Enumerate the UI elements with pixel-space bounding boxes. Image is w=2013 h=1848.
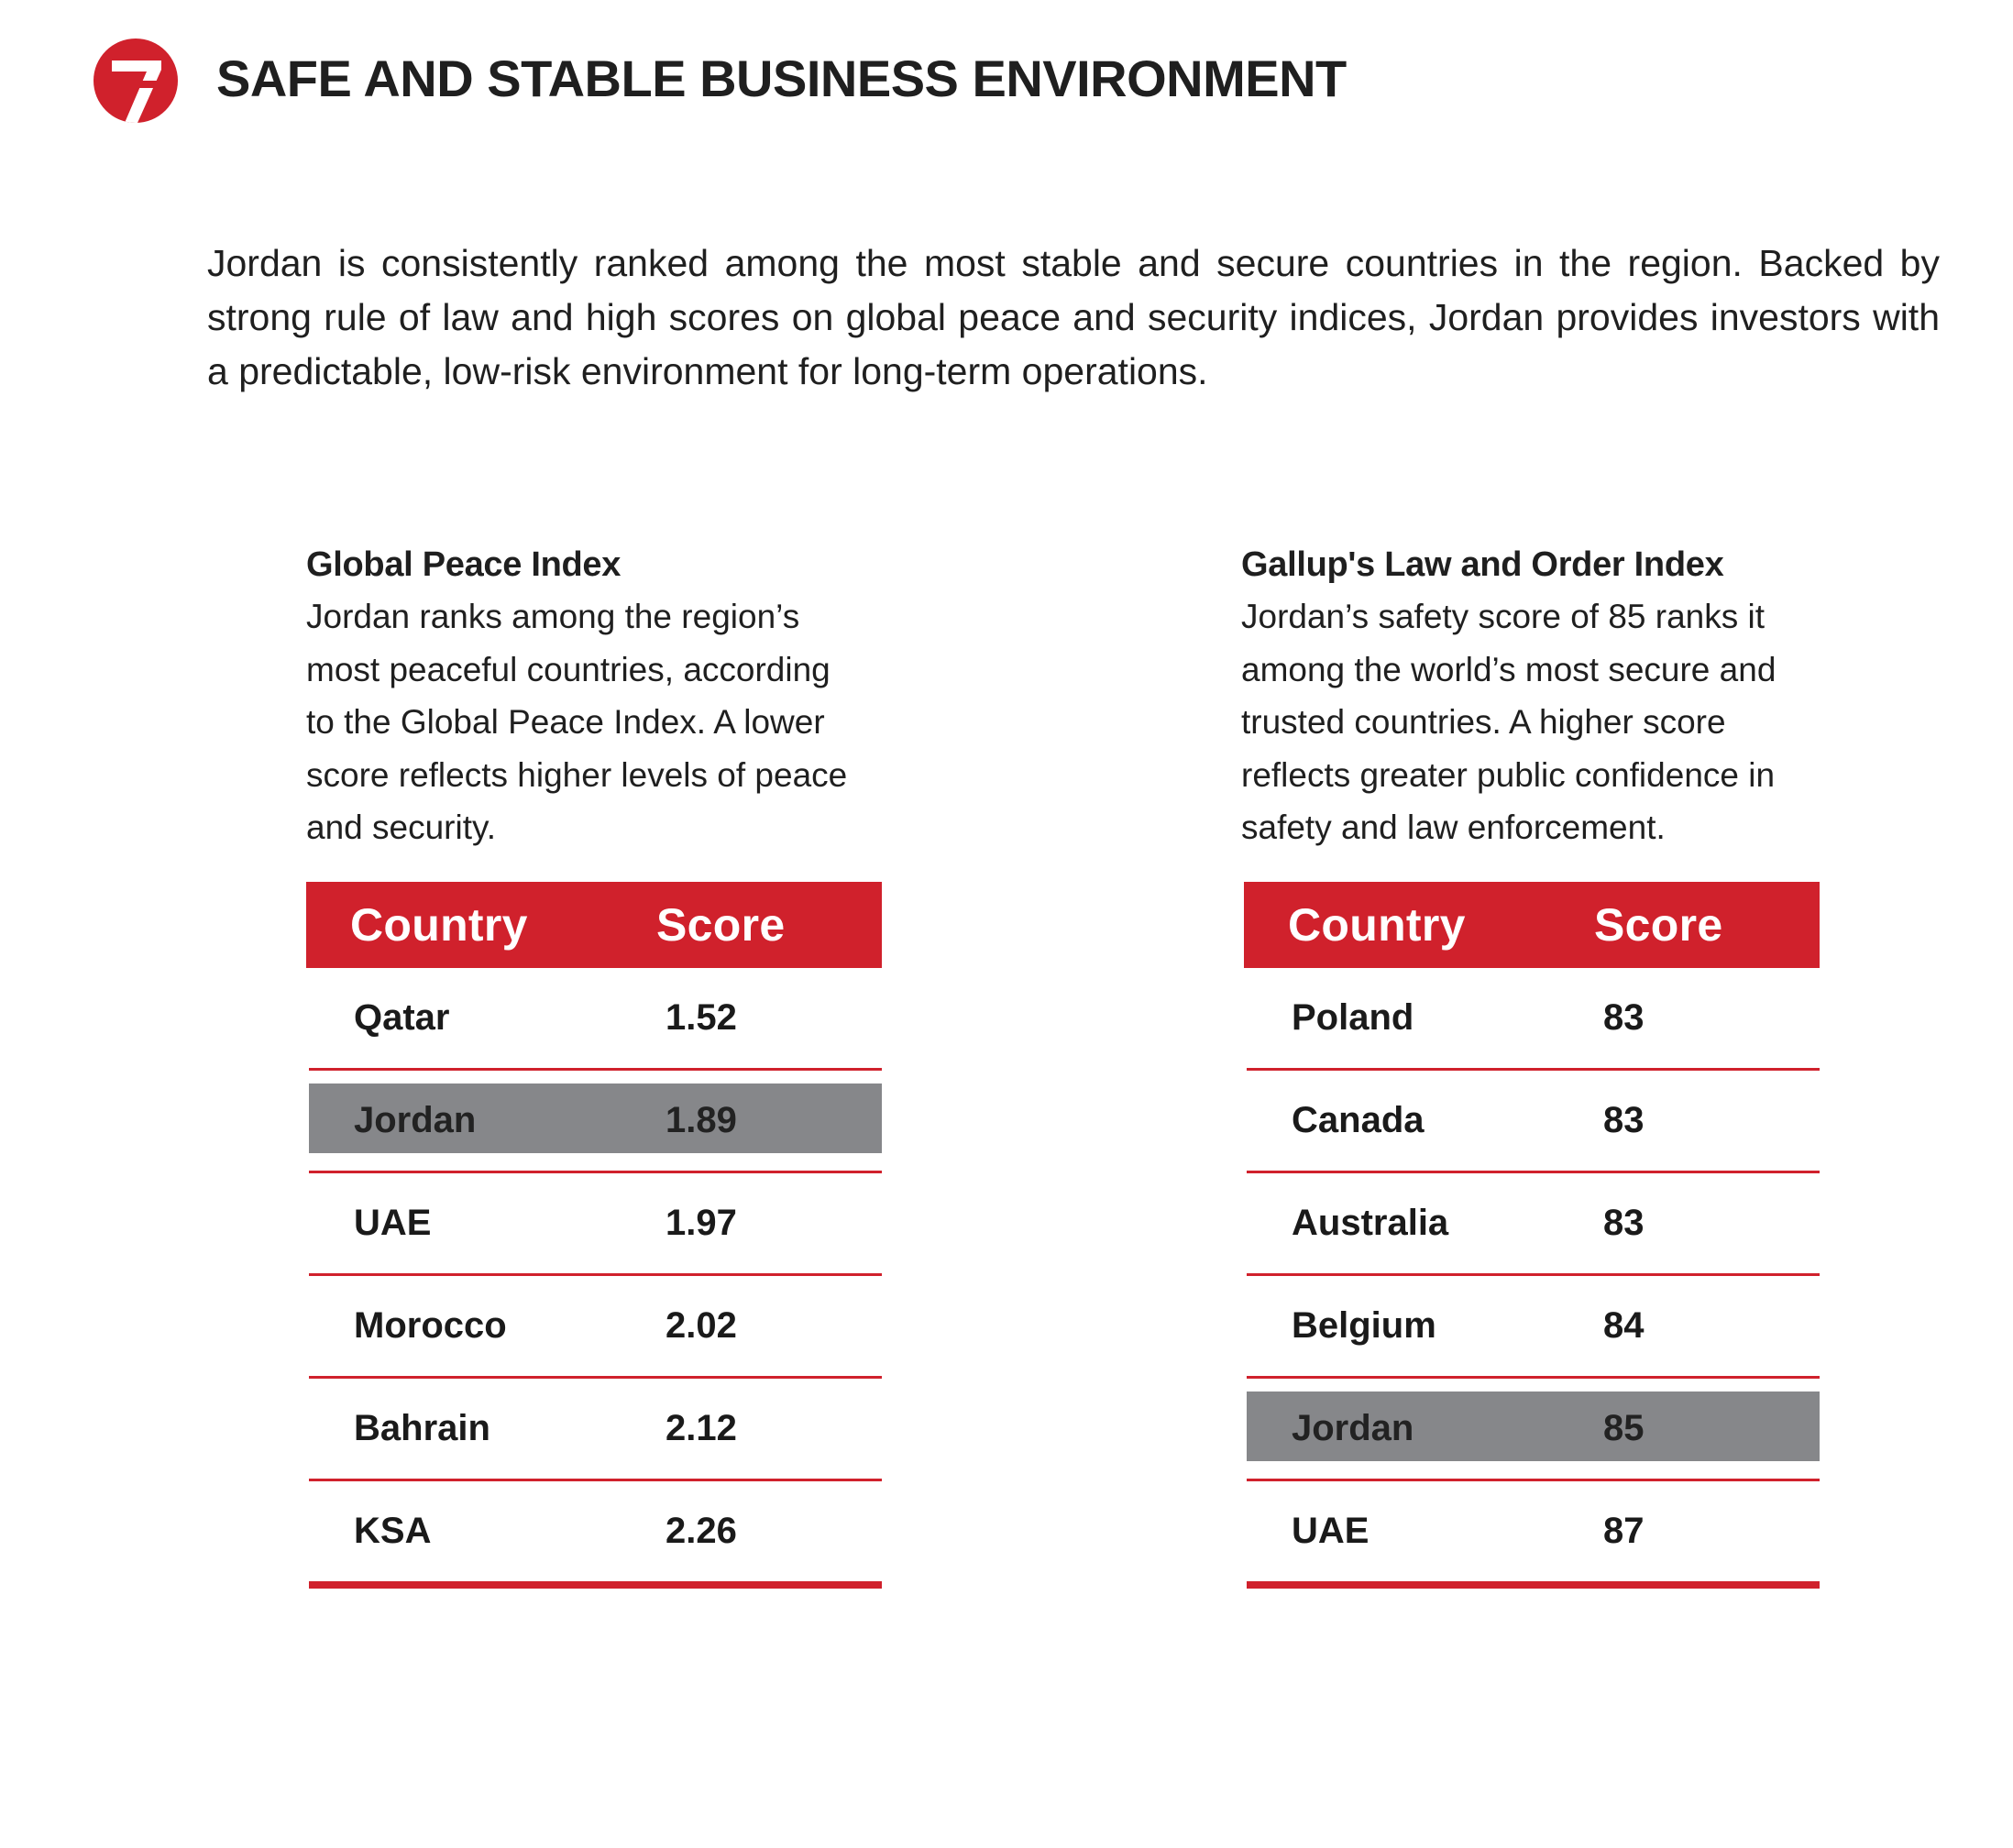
gpi-table-header: Country Score xyxy=(306,882,882,968)
country-cell: Canada xyxy=(1292,1100,1424,1140)
score-cell: 1.97 xyxy=(666,1203,737,1243)
row-divider xyxy=(1247,1479,1820,1481)
intro-paragraph: Jordan is consistently ranked among the … xyxy=(207,242,1940,392)
score-cell: 83 xyxy=(1603,997,1644,1038)
table-row: KSA 2.26 xyxy=(306,1481,882,1581)
score-cell: 2.12 xyxy=(666,1408,737,1448)
table-row: UAE 87 xyxy=(1244,1481,1820,1581)
gpi-description: Jordan ranks among the region’s most pea… xyxy=(306,598,848,846)
country-cell: Qatar xyxy=(354,997,450,1038)
score-cell: 84 xyxy=(1603,1305,1644,1346)
row-divider xyxy=(1247,1171,1820,1173)
country-cell: Bahrain xyxy=(354,1408,490,1448)
gallup-description-block: Gallup's Law and Order Index Jordan’s sa… xyxy=(1241,539,1828,854)
score-cell: 2.02 xyxy=(666,1305,737,1346)
country-cell: Jordan xyxy=(354,1100,477,1140)
country-cell: UAE xyxy=(354,1203,432,1243)
gallup-table: Country Score Poland 83 Canada 83 Australia 8… xyxy=(1244,882,1820,1589)
highlight-background xyxy=(309,1084,882,1153)
score-cell: 2.26 xyxy=(666,1511,737,1551)
table-bottom-rule xyxy=(1247,1581,1820,1589)
score-cell: 87 xyxy=(1603,1511,1644,1551)
table-row: Jordan 1.89 xyxy=(306,1071,882,1171)
number-seven-icon xyxy=(106,60,161,123)
gpi-table: Country Score Qatar 1.52 Jordan 1.89 UAE 1.97… xyxy=(306,882,882,1589)
table-row: Morocco 2.02 xyxy=(306,1276,882,1376)
table-row: Belgium 84 xyxy=(1244,1276,1820,1376)
country-cell: Australia xyxy=(1292,1203,1449,1243)
table-row: UAE 1.97 xyxy=(306,1173,882,1273)
row-divider xyxy=(309,1376,882,1379)
gallup-table-body: Poland 83 Canada 83 Australia 83 Belgium 84 Jord… xyxy=(1244,968,1820,1589)
gpi-title: Global Peace Index xyxy=(306,545,622,584)
country-cell: Jordan xyxy=(1292,1408,1414,1448)
row-divider xyxy=(309,1171,882,1173)
gpi-description-block: Global Peace Index Jordan ranks among th… xyxy=(306,539,893,854)
row-divider xyxy=(309,1068,882,1071)
section-title: SAFE AND STABLE BUSINESS ENVIRONMENT xyxy=(216,50,1347,107)
gallup-header-country: Country xyxy=(1288,899,1466,951)
country-cell: KSA xyxy=(354,1511,432,1551)
country-cell: Poland xyxy=(1292,997,1414,1038)
table-row: Australia 83 xyxy=(1244,1173,1820,1273)
highlight-background xyxy=(1247,1392,1820,1461)
gallup-description: Jordan’s safety score of 85 ranks it amo… xyxy=(1241,598,1776,846)
score-cell: 1.89 xyxy=(666,1100,737,1140)
table-row: Jordan 85 xyxy=(1244,1379,1820,1479)
gallup-table-header: Country Score xyxy=(1244,882,1820,968)
country-cell: Morocco xyxy=(354,1305,507,1346)
score-cell: 85 xyxy=(1603,1408,1644,1448)
country-cell: UAE xyxy=(1292,1511,1370,1551)
row-divider xyxy=(309,1273,882,1276)
table-row: Poland 83 xyxy=(1244,968,1820,1068)
table-bottom-rule xyxy=(309,1581,882,1589)
score-cell: 83 xyxy=(1603,1203,1644,1243)
gallup-title: Gallup's Law and Order Index xyxy=(1241,545,1724,584)
country-cell: Belgium xyxy=(1292,1305,1436,1346)
gpi-header-score: Score xyxy=(656,899,786,951)
score-cell: 83 xyxy=(1603,1100,1644,1140)
row-divider xyxy=(1247,1273,1820,1276)
table-row: Canada 83 xyxy=(1244,1071,1820,1171)
row-divider xyxy=(1247,1068,1820,1071)
gpi-header-country: Country xyxy=(350,899,528,951)
row-divider xyxy=(309,1479,882,1481)
section-header xyxy=(94,37,178,125)
table-row: Bahrain 2.12 xyxy=(306,1379,882,1479)
score-cell: 1.52 xyxy=(666,997,737,1038)
section-number-badge xyxy=(94,38,178,123)
gpi-table-body: Qatar 1.52 Jordan 1.89 UAE 1.97 Morocco 2.02 Bah… xyxy=(306,968,882,1589)
gallup-header-score: Score xyxy=(1594,899,1723,951)
row-divider xyxy=(1247,1376,1820,1379)
table-row: Qatar 1.52 xyxy=(306,968,882,1068)
